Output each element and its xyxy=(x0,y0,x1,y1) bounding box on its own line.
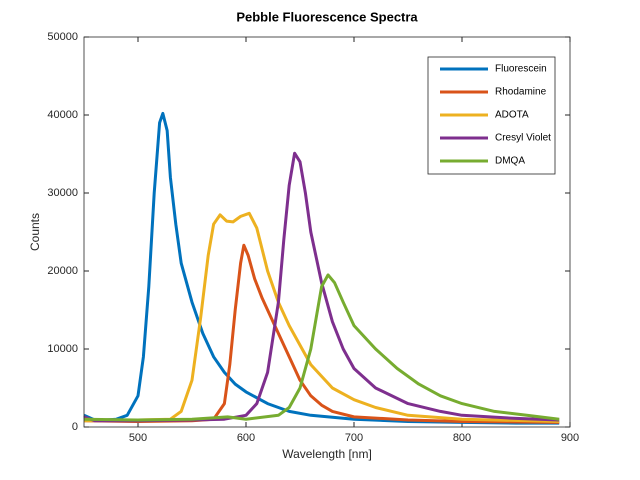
chart-title: Pebble Fluorescence Spectra xyxy=(236,9,418,24)
x-tick-label: 800 xyxy=(453,432,471,444)
y-tick-label: 30000 xyxy=(47,187,78,199)
x-tick-label: 900 xyxy=(561,432,579,444)
legend-label: Fluorescein xyxy=(495,64,547,75)
legend-label: Cresyl Violet xyxy=(495,133,551,144)
legend-label: ADOTA xyxy=(495,110,529,121)
y-tick-label: 0 xyxy=(72,421,78,433)
y-tick-label: 20000 xyxy=(47,265,78,277)
y-axis-label: Counts xyxy=(28,213,42,251)
y-tick-label: 50000 xyxy=(47,31,78,43)
series-line xyxy=(83,151,560,423)
y-tick-label: 10000 xyxy=(47,343,78,355)
x-tick-label: 700 xyxy=(345,432,363,444)
y-tick-label: 40000 xyxy=(47,109,78,121)
series-line xyxy=(83,211,560,424)
x-tick-label: 500 xyxy=(129,432,147,444)
axes-box xyxy=(83,36,571,428)
series-line xyxy=(83,243,560,424)
legend-label: DMQA xyxy=(495,156,525,167)
x-tick-label: 600 xyxy=(237,432,255,444)
legend-label: Rhodamine xyxy=(495,87,547,98)
series-line xyxy=(83,273,560,422)
x-axis-label: Wavelength [nm] xyxy=(282,447,372,461)
series-line xyxy=(83,111,560,425)
